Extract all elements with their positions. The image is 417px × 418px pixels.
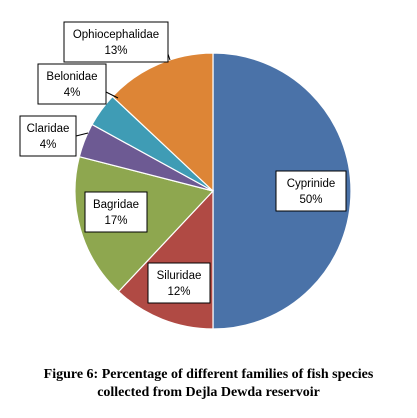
slice-label-cyprinide: Cyprinide 50% <box>275 170 347 212</box>
slice-label-bagridae: Bagridae 17% <box>84 191 148 233</box>
leader-line-claridae <box>75 132 89 137</box>
slice-label-ophiocephalidae: Ophiocephalidae 13% <box>63 21 169 63</box>
caption-line-1: Figure 6: Percentage of different famili… <box>43 367 374 382</box>
caption-line-2: collected from Dejla Dewda reservoir <box>97 385 320 400</box>
figure-caption: Figure 6: Percentage of different famili… <box>0 366 417 402</box>
slice-percent-label: 13% <box>104 45 127 57</box>
label-box <box>275 170 347 212</box>
label-box <box>63 21 169 63</box>
label-box <box>37 63 107 105</box>
slice-percent-label: 50% <box>299 194 322 206</box>
pie-slice-ophiocephalidae <box>111 52 214 193</box>
slice-label-siluridae: Siluridae 12% <box>147 262 211 304</box>
slice-category-label: Belonidae <box>46 71 97 83</box>
slice-percent-label: 4% <box>40 139 57 151</box>
slice-category-label: Ophiocephalidae <box>73 29 159 41</box>
slice-labels: Cyprinide 50% Siluridae 12% Bagridae 17% Clari… <box>19 21 347 304</box>
label-box <box>19 115 77 157</box>
label-box <box>84 191 148 233</box>
slice-category-label: Siluridae <box>157 270 202 282</box>
slice-percent-label: 12% <box>167 286 190 298</box>
slice-label-belonidae: Belonidae 4% <box>37 63 107 105</box>
slice-category-label: Bagridae <box>93 199 139 211</box>
leader-line-belonidae <box>105 91 119 99</box>
pie-chart: Cyprinide 50% Siluridae 12% Bagridae 17% Clari… <box>19 21 352 330</box>
slice-percent-label: 17% <box>104 215 127 227</box>
slice-percent-label: 4% <box>64 87 81 99</box>
label-box <box>147 262 211 304</box>
slice-category-label: Claridae <box>27 123 70 135</box>
slice-category-label: Cyprinide <box>287 178 336 190</box>
slice-label-claridae: Claridae 4% <box>19 115 77 157</box>
